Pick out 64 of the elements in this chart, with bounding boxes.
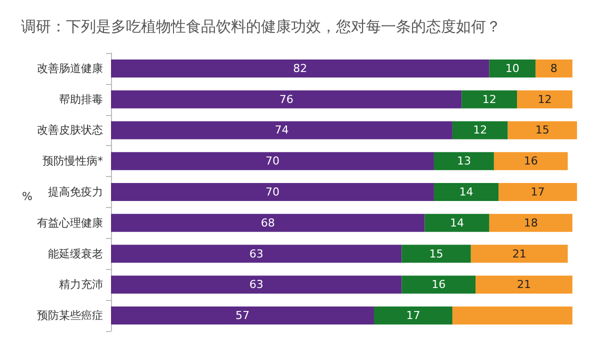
bar <box>452 121 508 140</box>
bar <box>489 59 536 78</box>
y-tick-label: 精力充沛 <box>59 278 103 292</box>
bar <box>517 90 572 108</box>
y-tick-label: 改善皮肤状态 <box>37 124 103 137</box>
data-label: 70 <box>265 154 280 168</box>
bar <box>424 214 490 232</box>
y-tick-label: 帮助排毒 <box>59 92 103 106</box>
data-label: 82 <box>293 62 308 75</box>
bar <box>111 306 374 325</box>
bar <box>111 90 462 108</box>
data-label: 16 <box>432 278 446 292</box>
data-label: 76 <box>279 92 294 106</box>
y-tick-label: 预防慢性病* <box>42 154 104 168</box>
bar <box>475 276 572 294</box>
bar <box>494 152 568 170</box>
y-tick-label: 有益心理健康 <box>37 216 103 230</box>
bar <box>535 59 572 78</box>
chart-title: 调研：下列是多吃植物性食品饮料的健康功效，您对每一条的态度如何？ <box>21 18 501 36</box>
bar <box>111 244 402 263</box>
data-label: 17 <box>406 309 420 322</box>
data-label: 14 <box>459 186 474 198</box>
text: % <box>22 190 32 203</box>
data-label: 12 <box>473 124 488 137</box>
bar <box>508 121 577 140</box>
data-label: 68 <box>260 216 275 230</box>
bar <box>434 183 499 201</box>
data-label: 74 <box>274 124 289 137</box>
bar <box>402 244 471 263</box>
y-tick-label: 改善肠道健康 <box>37 62 103 75</box>
data-label: 12 <box>482 92 496 106</box>
bar <box>111 183 434 201</box>
bar <box>111 276 402 294</box>
y-tick-label: 预防某些癌症 <box>37 309 103 322</box>
data-label: 8 <box>550 62 558 75</box>
bar <box>489 214 572 232</box>
data-label: 70 <box>265 186 280 198</box>
data-label: 57 <box>235 309 250 322</box>
bar <box>111 121 452 140</box>
y-tick-label: 能延缓衰老 <box>48 247 103 260</box>
bar <box>374 306 452 325</box>
data-label: 12 <box>538 92 552 106</box>
data-label: 21 <box>516 278 531 292</box>
bar <box>462 90 518 108</box>
data-label: 14 <box>450 216 464 230</box>
data-label: 63 <box>249 247 264 260</box>
bar <box>452 306 572 325</box>
bar <box>111 59 490 78</box>
bar <box>498 183 577 201</box>
bar <box>434 152 494 170</box>
y-tick-label: 提高免疫力 <box>48 186 103 198</box>
data-label: 18 <box>524 216 538 230</box>
data-label: 63 <box>249 278 264 292</box>
data-label: 16 <box>524 154 538 168</box>
data-label: 21 <box>512 247 526 260</box>
bar <box>402 276 476 294</box>
bar <box>470 244 568 263</box>
data-label: 15 <box>429 247 444 260</box>
data-label: 13 <box>456 154 471 168</box>
data-label: 17 <box>530 186 545 198</box>
bar <box>111 152 434 170</box>
data-label: 15 <box>535 124 550 137</box>
data-label: 10 <box>505 62 520 75</box>
bar <box>111 214 425 232</box>
